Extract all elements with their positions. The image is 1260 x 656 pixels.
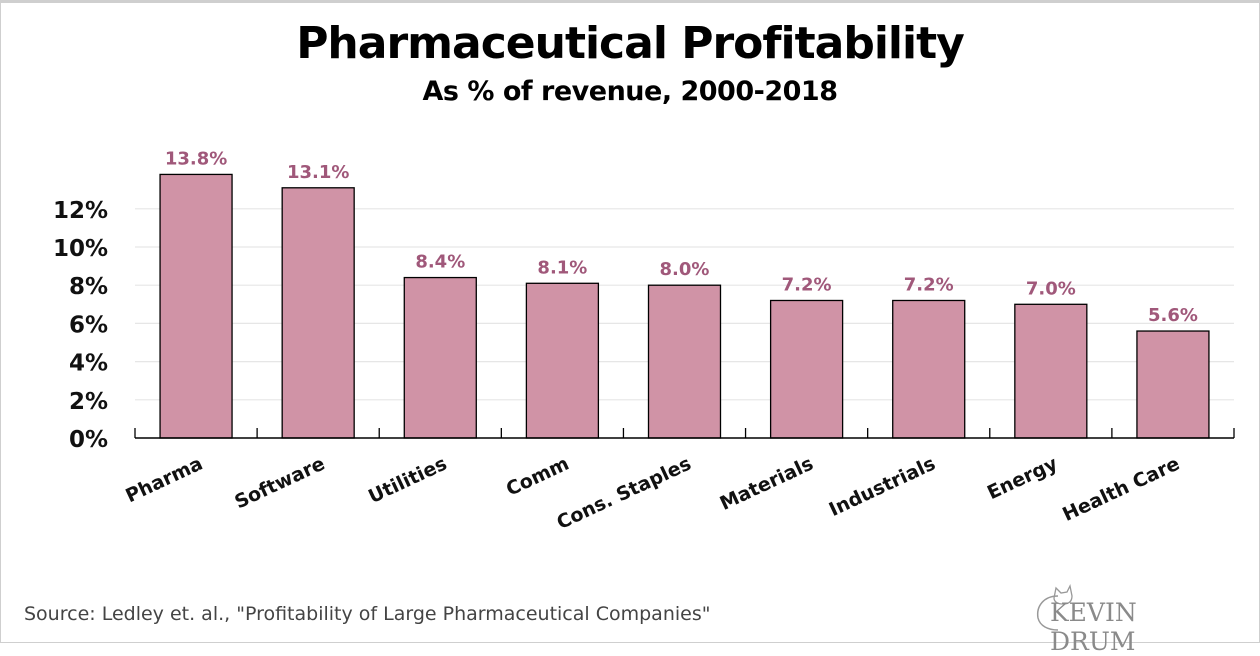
x-tick-label: Cons. Staples (553, 453, 694, 534)
bars (159, 173, 1210, 439)
y-tick-label: 2% (69, 389, 108, 415)
x-tick-label: Energy (984, 452, 1062, 504)
data-label: 5.6% (1148, 305, 1198, 326)
bar (1136, 330, 1210, 439)
x-tick-label: Software (231, 453, 328, 514)
x-tick-label: Industrials (826, 453, 939, 521)
bar (159, 173, 233, 439)
chart-title: Pharmaceutical Profitability (296, 18, 965, 69)
data-labels: 13.8% 13.1% 8.4% 8.1% 8.0% 7.2% 7.2% 7.0% 5.6% (165, 148, 1198, 326)
y-axis: 0% 2% 4% 6% 8% 10% 12% (53, 198, 108, 453)
x-tick-label: Comm (503, 453, 573, 501)
y-tick-label: 6% (69, 312, 108, 338)
data-label: 8.0% (660, 259, 710, 280)
logo-text: KEVIN DRUM (1050, 598, 1137, 656)
data-label: 13.8% (165, 148, 227, 169)
data-label: 7.2% (782, 274, 832, 295)
bar (525, 282, 600, 439)
x-tick-label: Pharma (122, 453, 206, 508)
cat-icon (1036, 584, 1073, 631)
data-label: 8.1% (537, 257, 587, 278)
y-tick-label: 8% (69, 274, 108, 300)
x-tick-label: Health Care (1059, 453, 1183, 526)
y-tick-label: 4% (69, 351, 108, 377)
data-label: 13.1% (287, 162, 349, 183)
bar (769, 299, 844, 439)
y-tick-label: 10% (53, 236, 108, 262)
bar (281, 187, 355, 439)
x-tick-label: Utilities (365, 453, 450, 508)
bar (892, 299, 966, 439)
data-label: 7.0% (1026, 278, 1076, 299)
x-axis (134, 428, 1235, 439)
data-label: 8.4% (415, 252, 465, 273)
source-note: Source: Ledley et. al., "Profitability o… (24, 603, 711, 625)
bar (1014, 303, 1088, 439)
x-tick-label: Materials (717, 453, 817, 515)
logo: KEVIN DRUM (1030, 582, 1230, 656)
y-tick-label: 12% (53, 198, 108, 224)
data-label: 7.2% (904, 274, 954, 295)
bar (647, 284, 722, 439)
bar (403, 276, 477, 439)
y-tick-label: 0% (69, 427, 108, 453)
chart-subtitle: As % of revenue, 2000-2018 (422, 76, 838, 107)
